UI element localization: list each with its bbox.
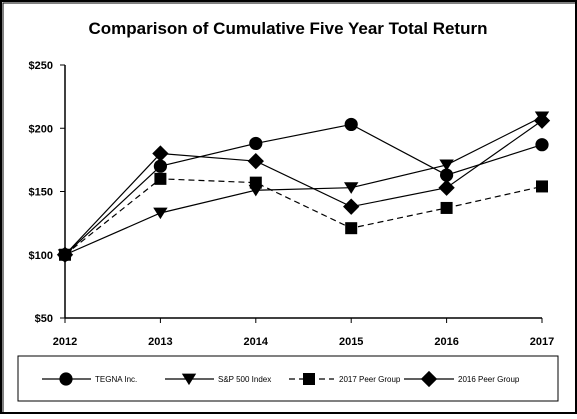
legend-item: S&P 500 Index [165, 373, 271, 386]
data-point [438, 179, 455, 196]
series-layer [56, 111, 551, 263]
data-point [536, 180, 548, 193]
x-tick-label: 2014 [244, 336, 269, 348]
legend-item: 2017 Peer Group [289, 373, 401, 385]
data-point [343, 198, 360, 215]
data-point [249, 136, 263, 151]
legend-label: TEGNA Inc. [95, 375, 137, 384]
legend: TEGNA Inc. S&P 500 Index 2017 Peer Group 20… [17, 355, 559, 402]
series-tegna-inc [58, 117, 549, 262]
data-point [153, 159, 167, 173]
y-tick-label: $100 [29, 250, 53, 262]
legend-label: 2017 Peer Group [339, 375, 401, 384]
data-point [439, 159, 454, 172]
data-point [535, 138, 549, 152]
legend-item: TEGNA Inc. [42, 372, 137, 386]
series-line [64, 120, 543, 256]
legend-marker [303, 373, 315, 385]
y-tick-label: $50 [35, 313, 53, 325]
series-2016-peer-group [56, 112, 551, 263]
legend-box [17, 355, 559, 402]
data-point [152, 145, 169, 162]
data-point [56, 246, 74, 263]
y-tick-label: $150 [29, 187, 53, 199]
x-tick-label: 2015 [339, 336, 363, 348]
series-line [64, 178, 543, 256]
data-point [344, 117, 358, 132]
data-point [345, 222, 358, 235]
series-line [64, 123, 543, 256]
x-tick-label: 2016 [434, 336, 458, 348]
outer-border-shadow [2, 2, 577, 414]
series-line [64, 116, 543, 256]
data-point [440, 201, 453, 214]
axes: $50 $100 $150 $200 $250 2012 2013 2014 2015 2016 2… [29, 60, 555, 348]
legend-item: 2016 Peer Group [404, 370, 520, 388]
y-tick-label: $250 [29, 60, 53, 72]
legend-marker [59, 372, 73, 386]
x-tick-label: 2012 [53, 336, 77, 348]
data-point [154, 172, 167, 185]
legend-marker [420, 370, 438, 388]
y-tick-label: $200 [29, 123, 53, 135]
legend-label: S&P 500 Index [218, 375, 271, 384]
chart-title: Comparison of Cumulative Five Year Total… [89, 19, 488, 38]
legend-marker [181, 373, 197, 386]
data-point [344, 182, 359, 194]
legend-label: 2016 Peer Group [458, 375, 520, 384]
x-tick-label: 2013 [148, 336, 172, 348]
data-point [153, 207, 168, 220]
data-point [247, 152, 264, 170]
data-point [533, 112, 551, 129]
data-point [249, 176, 262, 189]
data-point [440, 168, 454, 182]
x-tick-label: 2017 [530, 336, 554, 348]
